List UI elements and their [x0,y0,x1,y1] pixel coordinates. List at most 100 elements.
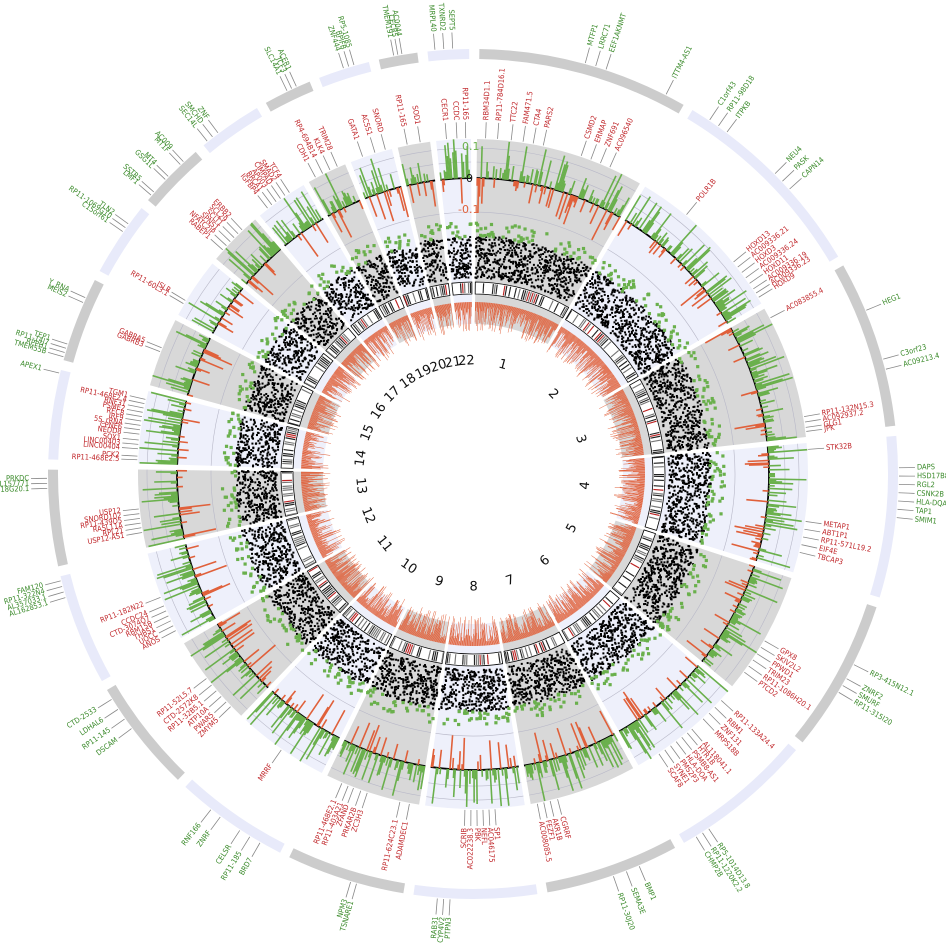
scatter-point [511,244,514,247]
scatter-point [600,321,603,324]
scatter-point [657,327,660,330]
scatter-point [617,626,620,629]
green-bar [766,433,775,437]
scatter-point [701,452,704,455]
scatter-point [663,538,666,541]
signal-bar-layer [139,139,808,807]
red-bar [679,669,689,679]
scatter-point [648,387,651,390]
scatter-point [544,289,547,292]
ideogram-band [287,517,298,522]
scatter-point [662,424,665,427]
green-point [626,658,630,662]
scatter-point [483,260,486,263]
scatter-point [542,266,545,269]
scatter-point [663,528,666,531]
scatter-point [656,360,659,363]
red-bar [385,190,393,207]
ideogram-band [284,441,295,444]
scatter-point [689,411,692,414]
scatter-point [655,599,658,602]
scatter-point [688,533,691,536]
green-bar [657,232,668,244]
green-bar [189,368,196,373]
red-bar [343,207,347,213]
scatter-point [682,529,685,532]
scatter-point [586,282,589,285]
scatter-point [487,268,490,271]
scatter-point [682,516,685,519]
grid-arc [210,409,220,466]
scatter-point [621,311,624,314]
scatter-point [683,568,686,571]
green-bar [689,267,695,274]
ideogram-band [341,334,350,343]
scatter-point [673,446,676,449]
scatter-point [601,298,604,301]
scatter-point [690,517,693,520]
scatter-point [609,618,612,621]
scatter-point [596,303,599,306]
green-point [530,238,535,242]
scatter-point [526,263,529,266]
scatter-point [623,319,626,322]
scatter-point [667,578,670,581]
scatter-point [690,431,693,434]
scatter-point [692,389,695,392]
scatter-point [494,244,497,247]
scatter-point [603,316,606,319]
scatter-point [651,596,654,599]
scatter-point [634,636,637,639]
green-bar [185,564,192,569]
scatter-point [668,591,671,594]
scatter-point [512,260,515,263]
scatter-point [672,521,675,524]
chromosome-sector [259,184,398,359]
scatter-point [667,500,670,503]
outer-ring-segment [203,108,263,154]
green-bar [718,290,747,310]
green-point [719,512,723,516]
scatter-point [625,618,628,621]
scatter-point [523,281,526,284]
green-point [704,402,708,406]
scatter-point [685,516,688,519]
ideogram-band [640,542,650,548]
scatter-point [633,335,636,338]
red-bar [740,390,758,397]
green-bar [533,763,536,771]
green-bar [755,383,763,387]
ideogram-band [326,350,335,358]
green-bar [613,207,618,215]
ideogram-band [294,538,305,544]
scatter-point [519,270,522,273]
red-bar [748,463,769,466]
grid-arc [476,147,636,192]
ideogram-band [645,415,656,420]
scatter-point [625,648,628,651]
green-point [717,435,721,439]
scatter-point [690,388,693,391]
scatter-point [678,457,681,460]
green-point [676,346,680,350]
scatter-point [529,261,532,264]
ideogram-band [462,654,464,665]
scatter-point [668,369,671,372]
scatter-point [626,323,629,326]
scatter-point [671,481,674,484]
green-point [491,232,495,237]
scatter-point [662,523,665,526]
green-point [713,439,717,443]
green-bar [672,691,690,710]
green-bar [693,265,708,279]
scatter-point [674,424,677,427]
green-bar [525,174,529,183]
scatter-point [660,568,663,571]
green-point [693,357,697,361]
scatter-point [624,624,627,627]
scatter-point [601,661,604,664]
scatter-point [592,643,595,646]
green-point [721,454,725,458]
scatter-point [700,409,703,412]
scatter-point [596,300,599,303]
